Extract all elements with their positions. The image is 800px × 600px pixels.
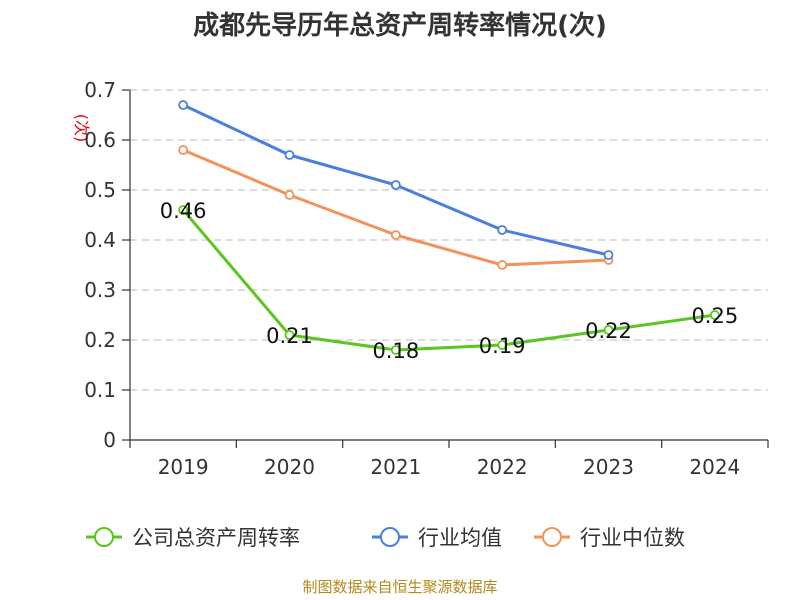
data-label: 0.18 <box>372 339 419 363</box>
data-point <box>390 180 401 190</box>
legend-marker <box>542 527 562 547</box>
data-point <box>178 100 189 110</box>
x-tick-label: 2023 <box>583 455 634 479</box>
data-labels: 0.46 0.21 0.18 0.19 0.22 0.25 <box>160 199 738 363</box>
data-point <box>709 310 720 320</box>
legend-label: 公司总资产周转率 <box>132 526 300 550</box>
chart-title: 成都先导历年总资产周转率情况(次) <box>193 10 607 41</box>
data-label: 0.19 <box>479 334 526 358</box>
legend[interactable]: 公司总资产周转率 行业均值 行业中位数 <box>86 526 685 550</box>
data-label: 0.22 <box>585 319 632 343</box>
legend-label: 行业中位数 <box>580 526 685 550</box>
y-tick-label: 0 <box>103 428 116 452</box>
x-tick-label: 2020 <box>264 455 315 479</box>
x-tick-label: 2022 <box>477 455 528 479</box>
data-point <box>284 150 295 160</box>
x-tick-label: 2024 <box>689 455 740 479</box>
legend-marker <box>94 527 114 547</box>
source-note: 制图数据来自恒生聚源数据库 <box>302 578 497 596</box>
grid-lines <box>130 89 768 391</box>
y-tick-label: 0.1 <box>84 378 116 402</box>
axes <box>122 89 769 448</box>
y-axis-label: (次) <box>72 114 91 143</box>
data-point <box>284 330 295 340</box>
series-line <box>182 148 609 267</box>
y-tick-label: 0.6 <box>84 128 116 152</box>
data-point <box>497 340 508 350</box>
y-tick-label: 0.4 <box>84 228 116 252</box>
y-tick-labels: 0 0.1 0.2 0.3 0.4 0.5 0.6 0.7 <box>84 78 116 452</box>
x-tick-label: 2021 <box>370 455 421 479</box>
y-tick-label: 0.2 <box>84 328 116 352</box>
y-tick-label: 0.5 <box>84 178 116 202</box>
data-label: 0.46 <box>160 199 207 223</box>
data-point <box>390 345 401 355</box>
data-point <box>603 325 614 335</box>
data-point <box>178 145 189 155</box>
data-label: 0.25 <box>691 304 738 328</box>
data-point <box>603 250 614 260</box>
legend-label: 行业均值 <box>418 526 502 550</box>
series-line <box>182 209 716 352</box>
x-tick-label: 2019 <box>158 455 209 479</box>
x-tick-labels: 2019 2020 2021 2022 2023 2024 <box>158 455 741 479</box>
series-group <box>178 100 720 355</box>
legend-marker <box>380 527 400 547</box>
data-point <box>390 230 401 240</box>
data-point <box>497 260 508 270</box>
y-tick-label: 0.7 <box>84 78 116 102</box>
data-point <box>497 225 508 235</box>
data-label: 0.21 <box>266 324 313 348</box>
data-point <box>178 205 189 215</box>
y-tick-label: 0.3 <box>84 278 116 302</box>
data-point <box>284 190 295 200</box>
